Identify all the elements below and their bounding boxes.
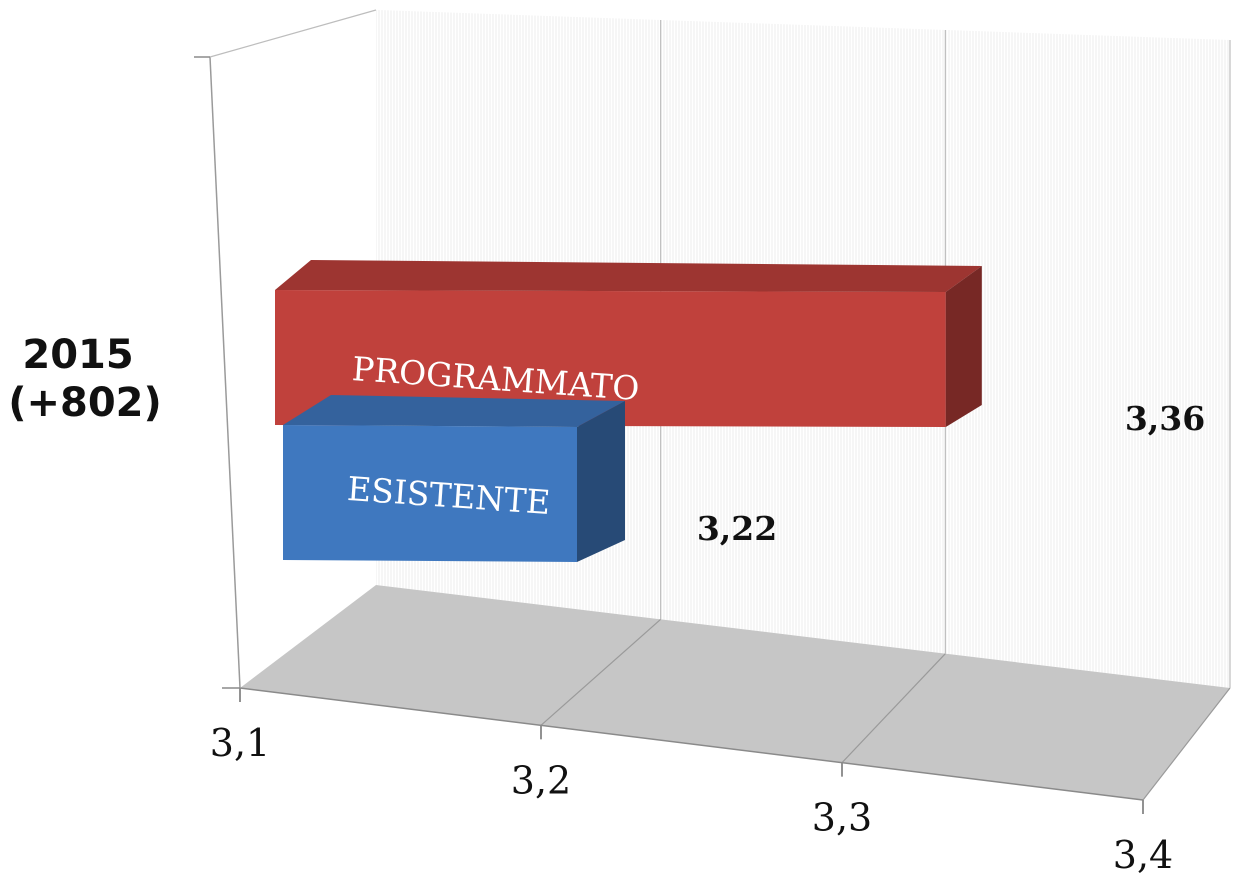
chart-floor — [240, 585, 1230, 800]
floor-gridline — [841, 653, 946, 764]
x-tick-label: 3,2 — [511, 758, 571, 802]
y-axis-line — [209, 56, 241, 689]
category-label-line1: 2015 — [22, 332, 133, 378]
x-axis-ticks: 3,1 3,2 3,3 3,4 — [194, 9, 1173, 877]
x-tick-label: 3,1 — [210, 721, 270, 765]
category-label-line2: (+802) — [8, 380, 162, 426]
floor-gridline — [540, 618, 662, 726]
floor-gridline — [1142, 687, 1231, 801]
bar-front-programmato — [275, 290, 946, 427]
data-label-programmato: 3,36 — [1125, 399, 1205, 438]
bar-front-esistente — [283, 425, 577, 562]
category-label: 2015 (+802) — [8, 332, 162, 426]
bar-side-programmato — [945, 266, 982, 427]
x-axis-line — [239, 687, 1144, 801]
bar-top-programmato — [275, 260, 982, 292]
bar-top-esistente — [283, 395, 625, 427]
x-tick-label: 3,3 — [812, 796, 872, 840]
bar-side-esistente — [577, 401, 625, 562]
wall-top-edge — [209, 9, 377, 58]
x-tick-label: 3,4 — [1113, 833, 1173, 877]
data-label-esistente: 3,22 — [697, 509, 777, 548]
